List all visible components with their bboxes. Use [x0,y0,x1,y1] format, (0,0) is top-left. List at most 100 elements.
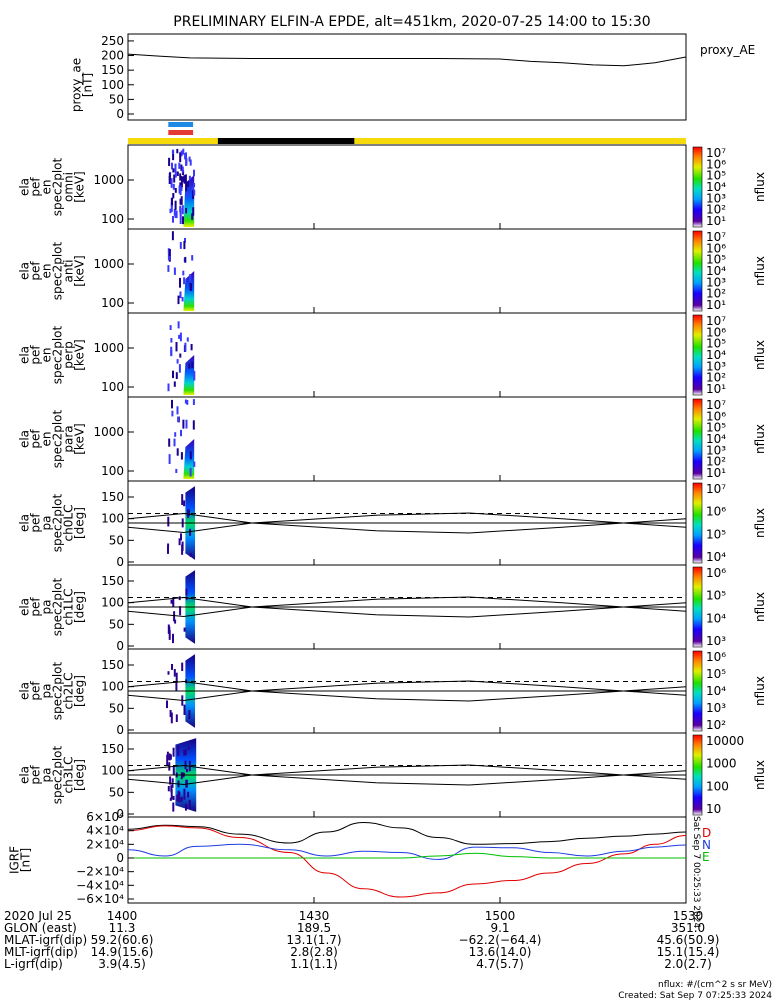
energy-panel-4-speckle [192,399,195,405]
pa-panel-4-speckle [176,794,179,802]
energy-panel-1-speckle [193,189,196,196]
energy-panel-3-colorbar-tick: 10⁷ [706,314,726,328]
energy-panel-4-speckle [182,419,185,429]
energy-panel-2-speckle [190,283,193,291]
energy-panel-1-speckle [180,196,183,205]
pa-panel-2-ytick-label: 0 [116,639,124,653]
energy-panel-4-speckle [174,432,177,437]
pa-panel-3-colorbar-tick: 10⁶ [706,650,726,664]
energy-panel-4-speckle [177,416,180,422]
xaxis-row-value: 15.1(15.4) [657,945,720,959]
pa-panel-4-speckle [178,794,181,803]
pa-panel-1-ylabel-line: spec2plot [51,493,65,552]
pa-panel-4-ylabel-line: [deg] [73,759,87,791]
pa-panel-1-colorbar-tick: 10⁵ [706,527,726,541]
energy-panel-3-speckle [178,334,181,339]
xaxis-row-value: 11.3 [109,921,136,935]
pa-panel-4-speckle [170,788,173,800]
energy-panel-1-speckle [178,162,181,169]
energy-panel-1-colorbar-tick: 10⁶ [706,157,726,171]
pa-panel-4-loss-cone [127,764,687,786]
pa-panel-1-colorbar-tick: 10⁷ [706,482,726,496]
pa-panel-3-speckle [170,712,173,724]
energy-panel-2-speckle [184,256,187,263]
pa-panel-4-ylabel-line: ch3LC [62,757,76,794]
energy-panel-2-ytick-label: 1000 [93,257,124,271]
energy-panel-3-colorbar-tick: 10⁴ [706,348,726,362]
science-zone-blue-bar [168,122,194,127]
xaxis-row-value: 3.9(4.5) [98,957,146,971]
igrf-total-line [127,821,687,845]
pa-panel-1-ytick-label: 50 [109,533,124,547]
figure-title: PRELIMINARY ELFIN-A EPDE, alt=451km, 202… [173,14,650,30]
energy-panel-4-spectrum [183,439,195,479]
energy-panel-1-speckle [170,178,173,188]
pa-panel-3-ytick-label: 50 [109,701,124,715]
energy-panel-3-speckle [179,353,182,358]
energy-panel-2-speckle [179,291,182,299]
pa-panel-1-speckle [180,533,182,541]
energy-panel-4-speckle [193,461,196,467]
pa-panel-3-speckle [183,704,186,715]
pa-panel-4-speckle [183,749,186,756]
igrf-d-line [127,825,687,898]
energy-panel-1 [127,144,687,230]
pa-panel-4-colorbar-tick: 100 [706,779,729,793]
igrf-ytick-label: −6×10⁴ [76,892,124,906]
energy-panel-1-colorbar-tick: 10⁵ [706,169,726,183]
energy-panel-1-speckle [185,157,188,166]
energy-panel-1-speckle [174,163,177,173]
energy-panel-2-speckle [167,252,170,261]
energy-panel-1-speckle [168,175,171,184]
pa-panel-1-speckle [189,553,192,557]
pa-panel-2-loss-cone [127,596,687,618]
energy-panel-1-speckle [179,214,182,224]
energy-panel-1-speckle [172,168,175,173]
pa-panel-1-loss-cone [127,512,687,534]
energy-panel-2-speckle [179,277,181,288]
pa-panel-2-colorbar-tick: 10⁵ [706,589,726,603]
energy-panel-1-speckle [179,152,182,163]
igrf-legend-e: E [702,850,710,864]
pa-panel-4-speckle [180,797,183,803]
energy-panel-1-speckle [184,153,187,160]
energy-panel-4-speckle [180,429,182,437]
pa-panel-2-colorbar-tick: 10⁶ [706,566,726,580]
xaxis-row-value: −62.2(−64.4) [459,933,542,947]
energy-panel-2 [127,228,687,314]
pa-panel-3-ylabel-line: [deg] [73,675,87,707]
pa-panel-1-ytick-label: 0 [116,555,124,569]
energy-panel-2-colorbar-tick: 10¹ [706,298,726,312]
energy-panel-3-colorbar-label: nflux [753,340,767,370]
energy-panel-3-colorbar-tick: 10² [706,371,726,385]
xaxis-row-value: 4.7(5.7) [476,957,524,971]
energy-panel-1-ylabel-line: omni [62,172,76,202]
energy-panel-2-ylabel-line: en [40,264,54,279]
energy-panel-1-speckle [179,185,182,196]
pa-panel-4-colorbar-tick: 10000 [706,734,744,748]
pa-panel-1-speckle [181,541,184,551]
energy-panel-3-speckle [193,370,196,381]
energy-panel-1-colorbar-label: nflux [753,172,767,202]
pa-panel-4-speckle [184,749,187,756]
energy-panel-1-speckle [172,216,174,223]
energy-panel-4-colorbar-tick: 10² [706,455,726,469]
energy-panel-4-speckle [173,438,176,447]
energy-panel-2-speckle [167,248,170,253]
energy-panel-4-speckle [189,467,192,477]
energy-panel-1-speckle [182,148,185,155]
igrf-ytick-label: −2×10⁴ [76,865,124,879]
pa-panel-4-speckle [180,772,183,780]
pa-panel-4-ylabel-line: pef [29,765,43,785]
pa-panel-2-colorbar-tick: 10³ [706,634,726,648]
energy-panel-3-speckle [186,337,189,342]
energy-panel-1-speckle [173,208,176,216]
pa-panel-4-ylabel-line: pa [40,768,54,783]
energy-panel-1-speckle [180,164,183,171]
pa-panel-3-speckle [188,710,191,720]
energy-panel-1-speckle [179,182,182,187]
pa-panel-4-speckle [167,786,170,792]
pa-panel-2-speckle [168,630,171,640]
energy-panel-3-speckle [173,381,176,387]
